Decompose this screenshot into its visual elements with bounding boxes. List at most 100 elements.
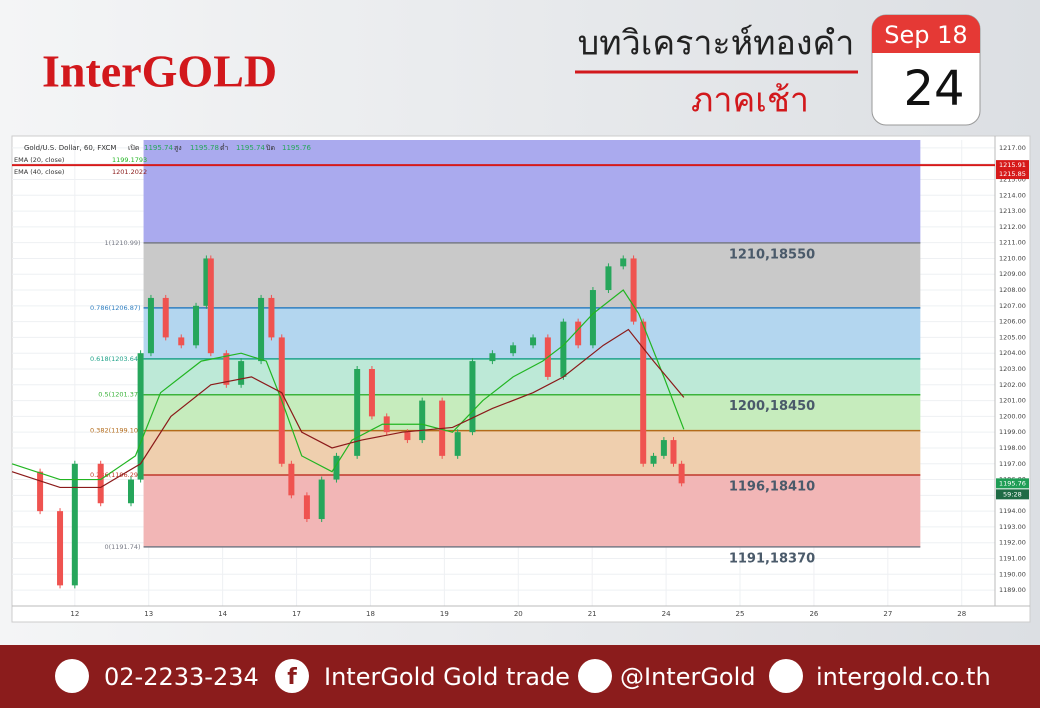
- candle: [147, 297, 154, 354]
- y-tick-label: 1200.00: [999, 412, 1026, 420]
- fib-zone: [143, 430, 921, 475]
- ema-line: [11, 289, 685, 481]
- y-tick-label: 1204.00: [999, 349, 1026, 357]
- legend-name: EMA (20, close): [14, 156, 64, 164]
- axis-price-label: 1215.91: [999, 161, 1026, 169]
- fib-label: 0.786(1206.87): [90, 304, 141, 312]
- fib-zone: [143, 474, 921, 547]
- candle: [670, 440, 677, 464]
- fib-label: 0(1191.74): [104, 543, 140, 551]
- axis-price-label: 1195.76: [999, 479, 1026, 487]
- y-tick-label: 1215.00: [999, 175, 1026, 183]
- countdown-box: [996, 489, 1029, 500]
- y-tick-label: 1203.00: [999, 365, 1026, 373]
- line-icon: [578, 659, 612, 693]
- y-tick-label: 1217.00: [999, 144, 1026, 152]
- candle: [207, 258, 214, 354]
- y-tick-label: 1211.00: [999, 239, 1026, 247]
- y-tick-label: 1209.00: [999, 270, 1026, 278]
- candle: [510, 345, 517, 354]
- candle: [469, 361, 476, 433]
- candle: [640, 321, 647, 464]
- ohlc-label: ต่ำ: [220, 143, 229, 152]
- ohlc-value: 1195.76: [282, 144, 311, 152]
- fib-zone: [143, 242, 921, 308]
- symbol: Gold/U.S. Dollar, 60, FXCM: [24, 144, 116, 152]
- facebook-icon: [275, 659, 309, 693]
- x-tick-label: 25: [736, 610, 745, 618]
- x-tick-label: 20: [514, 610, 523, 618]
- ohlc-value: 1195.74: [236, 144, 265, 152]
- candle: [137, 353, 144, 480]
- candle: [605, 266, 612, 291]
- candle: [238, 361, 245, 385]
- fib-label: 0.236(1196.29): [90, 471, 141, 479]
- candle: [127, 479, 134, 504]
- candle: [589, 290, 596, 346]
- candle: [178, 337, 185, 346]
- axis-price-box: [996, 160, 1029, 171]
- x-tick-label: 26: [809, 610, 818, 618]
- y-tick-label: 1198.00: [999, 444, 1026, 452]
- axis-price-box: [996, 478, 1029, 489]
- fib-label: 0.5(1201.37): [98, 391, 140, 399]
- candle: [354, 369, 361, 456]
- candle: [678, 463, 685, 484]
- x-tick-label: 27: [883, 610, 892, 618]
- ohlc-value: 1195.78: [190, 144, 219, 152]
- fib-note: 1200,18450: [729, 399, 815, 414]
- candle: [489, 353, 496, 362]
- candle: [288, 463, 295, 496]
- candle: [162, 297, 169, 338]
- axis-price-box: [996, 169, 1029, 180]
- fib-label: 0.382(1199.10): [90, 427, 141, 435]
- candle: [268, 297, 275, 338]
- web-icon: [769, 659, 803, 693]
- countdown: 59:28: [1003, 490, 1022, 498]
- ohlc-label: ปิด: [266, 144, 275, 152]
- x-tick-label: 24: [662, 610, 671, 618]
- candle: [333, 455, 340, 480]
- y-tick-label: 1193.00: [999, 523, 1026, 531]
- calendar-day: 24: [903, 61, 964, 117]
- candle: [97, 463, 104, 504]
- ema-line: [11, 328, 685, 489]
- y-tick-label: 1206.00: [999, 318, 1026, 326]
- y-tick-label: 1199.00: [999, 428, 1026, 436]
- footer-phone: 02-2233-234: [104, 663, 259, 691]
- calendar-month: Sep 18: [884, 21, 967, 49]
- fib-note: 1196,18410: [729, 479, 815, 494]
- candle: [318, 479, 325, 520]
- facebook-glyph: f: [287, 665, 297, 690]
- y-tick-label: 1212.00: [999, 223, 1026, 231]
- y-tick-label: 1213.00: [999, 207, 1026, 215]
- candle: [223, 353, 230, 385]
- candle: [203, 258, 210, 306]
- y-tick-label: 1208.00: [999, 286, 1026, 294]
- y-tick-label: 1210.00: [999, 254, 1026, 262]
- x-tick-label: 12: [70, 610, 79, 618]
- y-tick-label: 1191.00: [999, 555, 1026, 563]
- candle: [419, 400, 426, 441]
- calendar-top: [872, 15, 980, 53]
- x-tick-label: 28: [957, 610, 966, 618]
- y-tick-label: 1189.00: [999, 586, 1026, 594]
- fib-label: 0.618(1203.64): [90, 355, 141, 363]
- fib-note: 1191,18370: [729, 551, 815, 566]
- phone-icon: [55, 659, 89, 693]
- candle: [57, 511, 64, 586]
- candle: [560, 321, 567, 377]
- candle: [575, 321, 582, 346]
- y-tick-label: 1201.00: [999, 397, 1026, 405]
- candle: [193, 305, 200, 346]
- y-tick-label: 1207.00: [999, 302, 1026, 310]
- title: บทวิเคราะห์ทองคำ: [578, 24, 855, 64]
- footer-bar: [0, 645, 1040, 708]
- ohlc-label: สูง: [174, 144, 182, 152]
- legend-value: 1199.1793: [112, 156, 147, 164]
- fib-zone: [143, 394, 921, 431]
- fib-label: 1(1210.99): [104, 239, 140, 247]
- fib-zone: [143, 358, 921, 395]
- x-tick-label: 18: [366, 610, 375, 618]
